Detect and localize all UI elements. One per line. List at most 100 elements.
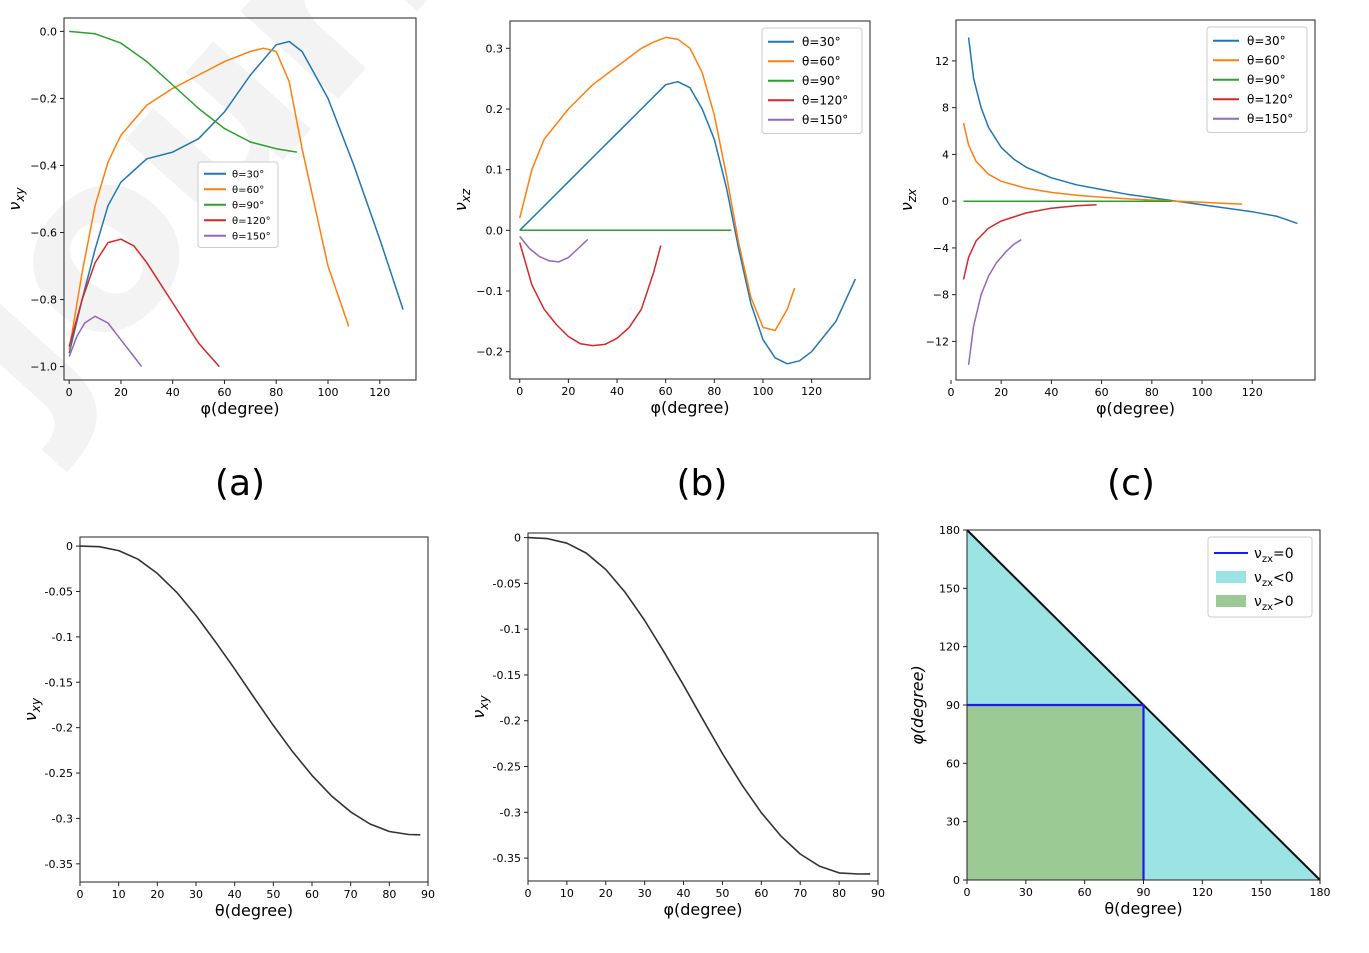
legend-label: νzx=0 bbox=[1254, 546, 1294, 565]
y-tick-label: −0.4 bbox=[30, 159, 57, 172]
zero-contour-line bbox=[967, 703, 1145, 880]
plot-frame bbox=[955, 19, 1316, 381]
y-tick-label: 0 bbox=[66, 540, 73, 553]
panel-label-a: (a) bbox=[215, 463, 265, 504]
y-tick-label: −8 bbox=[933, 289, 949, 302]
y-tick-label: -0.35 bbox=[493, 852, 521, 865]
x-tick-label: 100 bbox=[318, 386, 339, 399]
x-tick-label: 80 bbox=[707, 385, 721, 398]
x-tick-label: 80 bbox=[1145, 386, 1159, 399]
legend-label: θ=30° bbox=[802, 35, 841, 49]
x-tick-label: 0 bbox=[947, 386, 954, 399]
y-tick-label: −12 bbox=[926, 335, 949, 348]
x-tick-label: 30 bbox=[189, 888, 203, 901]
plot-frame bbox=[63, 17, 417, 381]
y-tick-label: 12 bbox=[935, 55, 949, 68]
x-tick-label: 60 bbox=[1095, 386, 1109, 399]
x-tick-label: 150 bbox=[1251, 886, 1272, 899]
y-tick-label: -0.15 bbox=[45, 676, 73, 689]
chart-panel-a: 0 20 40 60 80 100 120 0.0 −0.2 −0.4 −0.6 −0.8 −1.0 φ(… bbox=[5, 17, 417, 418]
panel-label-c: (c) bbox=[1107, 463, 1155, 504]
x-tick-label: 60 bbox=[305, 888, 319, 901]
y-tick-label: 60 bbox=[946, 757, 960, 770]
y-tick-label: -0.3 bbox=[52, 812, 73, 825]
x-tick-label: 40 bbox=[610, 385, 624, 398]
x-tick-label: 30 bbox=[1019, 886, 1033, 899]
series-line-5 bbox=[519, 235, 589, 263]
legend: θ=30° θ=60° θ=90° θ=120° θ=150° bbox=[1206, 26, 1308, 133]
x-tick-label: 60 bbox=[217, 386, 231, 399]
chart-panel-d: 0 10 20 30 40 50 60 70 80 90 0 -0.05 -0.1 -0.15 -0.2 -0… bbox=[21, 536, 435, 920]
y-axis-label: νxz bbox=[451, 188, 473, 211]
series-line-1 bbox=[967, 37, 1298, 225]
y-tick-label: -0.35 bbox=[45, 858, 73, 871]
legend-label: θ=60° bbox=[802, 55, 841, 69]
x-axis-label: φ(degree) bbox=[1096, 399, 1175, 418]
legend-label: θ=150° bbox=[1247, 112, 1293, 126]
legend-label: θ=90° bbox=[232, 200, 264, 211]
series-line-1 bbox=[519, 80, 857, 365]
plot-frame bbox=[509, 20, 871, 380]
legend-label: θ=120° bbox=[232, 216, 271, 227]
x-tick-label: 30 bbox=[638, 887, 652, 900]
x-tick-label: 40 bbox=[1044, 386, 1058, 399]
x-tick-label: 20 bbox=[114, 386, 128, 399]
y-tick-label: 0.2 bbox=[486, 103, 504, 116]
plot-frame bbox=[527, 532, 879, 882]
series-line-4 bbox=[68, 238, 220, 368]
series-line-5 bbox=[967, 239, 1022, 365]
y-axis-label: νxy bbox=[469, 695, 491, 719]
x-tick-label: 90 bbox=[421, 888, 435, 901]
y-tick-label: 90 bbox=[946, 699, 960, 712]
series-line-3 bbox=[69, 30, 298, 153]
x-axis-label: θ(degree) bbox=[215, 901, 293, 920]
y-tick-label: −4 bbox=[933, 242, 949, 255]
y-axis-label: φ(degree) bbox=[908, 665, 927, 744]
y-tick-label: −0.1 bbox=[476, 285, 503, 298]
y-tick-label: 0.0 bbox=[486, 224, 504, 237]
chart-panel-c: 0 20 40 60 80 100 12012840−4−8−12φ(degree)νzxθ… bbox=[897, 19, 1316, 418]
series-line-2 bbox=[962, 122, 1243, 205]
legend-label: θ=30° bbox=[1247, 34, 1286, 48]
chart-panel-b: 0 20 40 60 80 100 120 0.3 0.2 0.1 0.0 −0.1 −0.2 φ(deg… bbox=[451, 20, 871, 417]
x-tick-label: 70 bbox=[793, 887, 807, 900]
y-tick-label: -0.3 bbox=[500, 806, 521, 819]
series-line-1 bbox=[68, 40, 404, 354]
legend-swatch bbox=[1216, 571, 1246, 583]
legend: νzx=0 νzx<0 νzx>0 bbox=[1207, 536, 1313, 618]
legend-label: νzx>0 bbox=[1254, 594, 1294, 613]
legend-label: θ=150° bbox=[232, 231, 271, 242]
series-line-2 bbox=[518, 36, 796, 332]
watermark: Journal bbox=[0, 0, 724, 479]
y-tick-label: -0.05 bbox=[493, 577, 521, 590]
y-tick-label: 180 bbox=[939, 524, 960, 537]
y-tick-label: −1.0 bbox=[30, 361, 57, 374]
x-tick-label: 90 bbox=[1137, 886, 1151, 899]
y-tick-label: 0.1 bbox=[486, 164, 504, 177]
x-tick-label: 40 bbox=[166, 386, 180, 399]
series-line-2 bbox=[68, 47, 350, 350]
y-tick-label: 0 bbox=[942, 195, 949, 208]
legend-label: θ=120° bbox=[1247, 93, 1293, 107]
chart-panel-e: 0 10 20 30 40 50 60 70 80 90 0 -0.05 -0.1 -0.15 -0.2 -0… bbox=[469, 532, 885, 919]
x-tick-label: 0 bbox=[66, 386, 73, 399]
x-tick-label: 120 bbox=[1242, 386, 1263, 399]
x-tick-label: 40 bbox=[228, 888, 242, 901]
y-tick-label: -0.1 bbox=[52, 631, 73, 644]
y-tick-label: 150 bbox=[939, 582, 960, 595]
x-tick-label: 20 bbox=[150, 888, 164, 901]
series-line-1 bbox=[528, 536, 871, 875]
x-tick-label: 10 bbox=[112, 888, 126, 901]
y-tick-label: −0.2 bbox=[30, 92, 57, 105]
legend-label: θ=120° bbox=[802, 94, 848, 108]
panel-label-b: (b) bbox=[677, 463, 728, 504]
x-tick-label: 20 bbox=[599, 887, 613, 900]
x-tick-label: 120 bbox=[369, 386, 390, 399]
x-tick-label: 50 bbox=[715, 887, 729, 900]
x-tick-label: 120 bbox=[801, 385, 822, 398]
legend-label: θ=30° bbox=[232, 169, 264, 180]
x-tick-label: 50 bbox=[266, 888, 280, 901]
y-axis-label: νxy bbox=[5, 187, 27, 211]
x-tick-label: 100 bbox=[1192, 386, 1213, 399]
